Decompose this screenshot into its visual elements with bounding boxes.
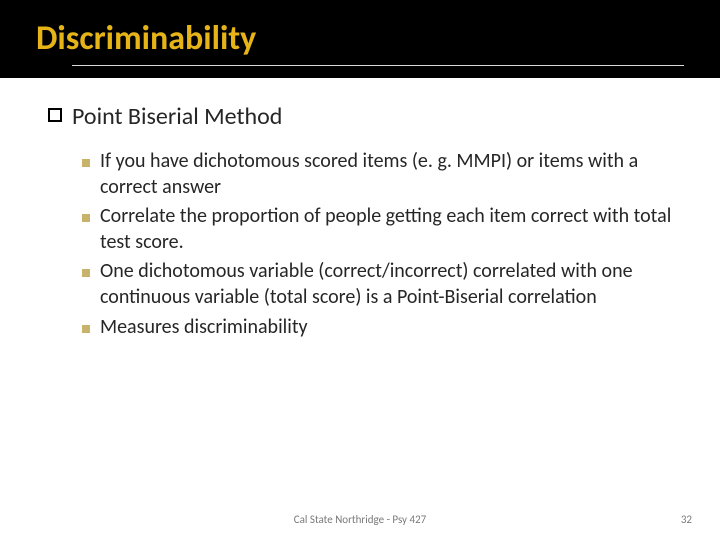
bullet-text: One dichotomous variable (correct/incorr… — [100, 259, 672, 310]
list-item: Correlate the proportion of people getti… — [82, 204, 672, 255]
footer-page-number: 32 — [681, 513, 692, 526]
title-band: Discriminability — [0, 0, 720, 78]
list-item: If you have dichotomous scored items (e.… — [82, 149, 672, 200]
title-underline — [72, 65, 684, 66]
filled-square-icon — [82, 325, 90, 333]
list-item: One dichotomous variable (correct/incorr… — [82, 259, 672, 310]
list-item: Measures discriminability — [82, 315, 672, 341]
filled-square-icon — [82, 269, 90, 277]
filled-square-icon — [82, 159, 90, 167]
slide-title: Discriminability — [36, 18, 720, 59]
bullet-text: If you have dichotomous scored items (e.… — [100, 149, 672, 200]
bullet-text: Measures discriminability — [100, 315, 308, 341]
subhead-row: Point Biserial Method — [48, 102, 672, 131]
bullet-list: If you have dichotomous scored items (e.… — [82, 149, 672, 340]
footer-center: Cal State Northridge - Psy 427 — [0, 513, 720, 526]
bullet-text: Correlate the proportion of people getti… — [100, 204, 672, 255]
filled-square-icon — [82, 214, 90, 222]
content-area: Point Biserial Method If you have dichot… — [0, 78, 720, 340]
subhead-text: Point Biserial Method — [72, 102, 282, 131]
hollow-square-icon — [48, 108, 62, 122]
